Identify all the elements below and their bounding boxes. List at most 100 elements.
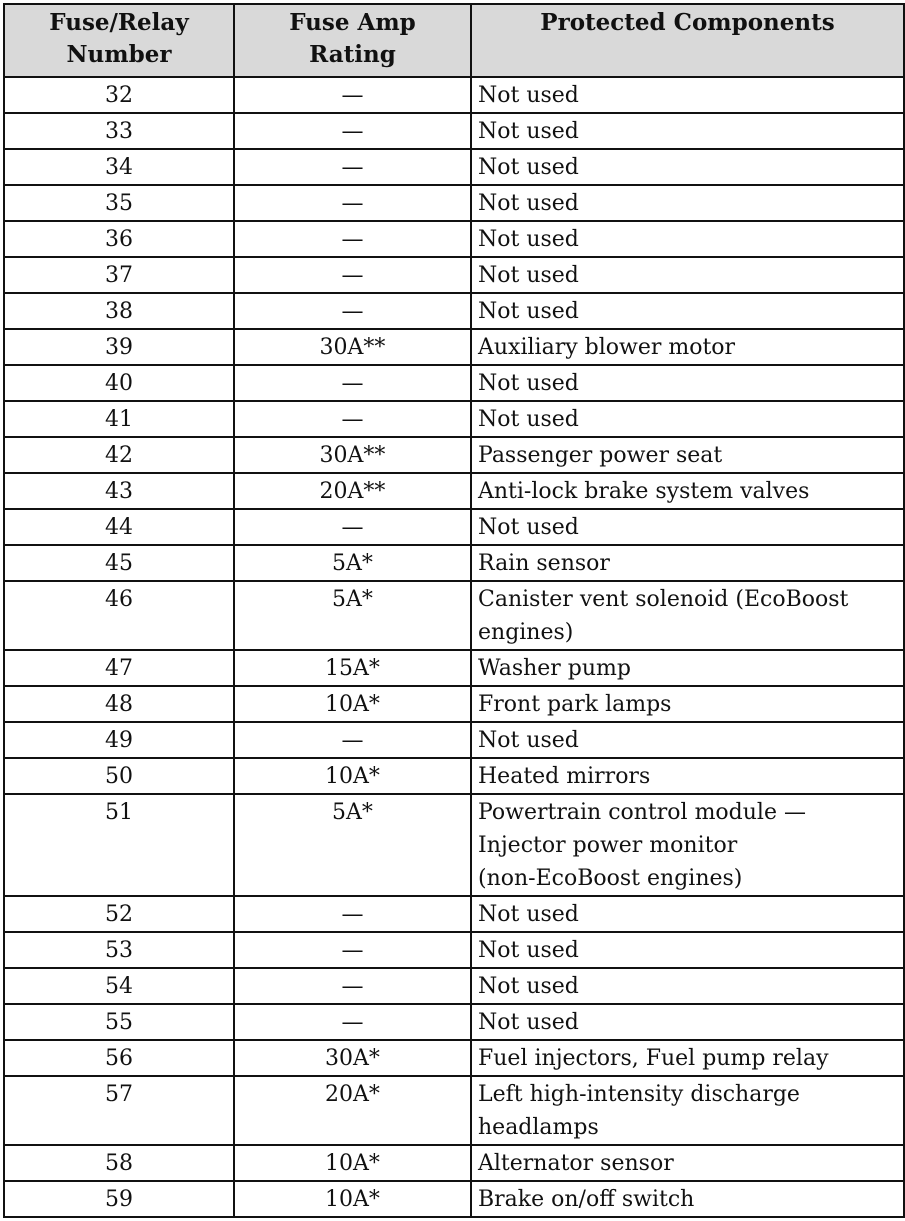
fuse-number: 54 xyxy=(3,967,235,1005)
amp-rating: — xyxy=(233,112,472,150)
table-row: 56 30A* Fuel injectors, Fuel pump relay xyxy=(3,1039,905,1077)
fuse-number: 36 xyxy=(3,220,235,258)
amp-rating: 10A* xyxy=(233,757,472,795)
amp-rating: — xyxy=(233,721,472,759)
protected-component: Not used xyxy=(470,1003,905,1041)
table-row: 46 5A* Canister vent solenoid (EcoBoost en… xyxy=(3,580,905,651)
table-row: 53— Not used xyxy=(3,931,905,969)
protected-component: Not used xyxy=(470,256,905,294)
table-row: 49— Not used xyxy=(3,721,905,759)
protected-component: Passenger power seat xyxy=(470,436,905,474)
amp-rating: 30A** xyxy=(233,436,472,474)
table-row: 43 20A** Anti-lock brake system valves xyxy=(3,472,905,510)
amp-rating: 10A* xyxy=(233,1144,472,1182)
amp-rating: 15A* xyxy=(233,649,472,687)
table-row: 37— Not used xyxy=(3,256,905,294)
fuse-number: 37 xyxy=(3,256,235,294)
protected-component: Not used xyxy=(470,364,905,402)
amp-rating: — xyxy=(233,256,472,294)
protected-component: Not used xyxy=(470,967,905,1005)
table-row: 45 5A* Rain sensor xyxy=(3,544,905,582)
header-rating: Fuse Amp Rating xyxy=(233,3,472,78)
fuse-number: 41 xyxy=(3,400,235,438)
protected-component: Canister vent solenoid (EcoBoost engines… xyxy=(470,580,905,651)
header-components: Protected Components xyxy=(470,3,905,78)
protected-component: Not used xyxy=(470,292,905,330)
fuse-number: 44 xyxy=(3,508,235,546)
fuse-number: 52 xyxy=(3,895,235,933)
table-row: 33— Not used xyxy=(3,112,905,150)
amp-rating: 10A* xyxy=(233,685,472,723)
protected-component: Auxiliary blower motor xyxy=(470,328,905,366)
fuse-number: 33 xyxy=(3,112,235,150)
protected-component: Not used xyxy=(470,400,905,438)
protected-component: Anti-lock brake system valves xyxy=(470,472,905,510)
amp-rating: — xyxy=(233,400,472,438)
amp-rating: — xyxy=(233,364,472,402)
table-row: 41— Not used xyxy=(3,400,905,438)
fuse-number: 39 xyxy=(3,328,235,366)
protected-component: Not used xyxy=(470,508,905,546)
table-row: 54— Not used xyxy=(3,967,905,1005)
fuse-number: 53 xyxy=(3,931,235,969)
fuse-number: 35 xyxy=(3,184,235,222)
protected-component: Rain sensor xyxy=(470,544,905,582)
protected-component: Not used xyxy=(470,148,905,186)
fuse-number: 55 xyxy=(3,1003,235,1041)
header-number: Fuse/Relay Number xyxy=(3,3,235,78)
amp-rating: 30A** xyxy=(233,328,472,366)
fuse-number: 58 xyxy=(3,1144,235,1182)
fuse-number: 59 xyxy=(3,1180,235,1218)
amp-rating: 20A** xyxy=(233,472,472,510)
protected-component: Brake on/off switch xyxy=(470,1180,905,1218)
amp-rating: 5A* xyxy=(233,793,472,897)
fuse-number: 47 xyxy=(3,649,235,687)
fuse-number: 32 xyxy=(3,76,235,114)
table-row: 50 10A* Heated mirrors xyxy=(3,757,905,795)
table-row: 38— Not used xyxy=(3,292,905,330)
protected-component: Not used xyxy=(470,931,905,969)
fuse-number: 34 xyxy=(3,148,235,186)
amp-rating: — xyxy=(233,1003,472,1041)
protected-component: Not used xyxy=(470,895,905,933)
protected-component: Front park lamps xyxy=(470,685,905,723)
amp-rating: — xyxy=(233,931,472,969)
amp-rating: — xyxy=(233,508,472,546)
table-row: 57 20A* Left high-intensity discharge head… xyxy=(3,1075,905,1146)
fuse-number: 51 xyxy=(3,793,235,897)
protected-component: Not used xyxy=(470,721,905,759)
header-row: Fuse/Relay Number Fuse Amp Rating Protec… xyxy=(3,3,905,78)
fuse-number: 43 xyxy=(3,472,235,510)
protected-component: Not used xyxy=(470,112,905,150)
protected-component: Not used xyxy=(470,220,905,258)
fuse-number: 40 xyxy=(3,364,235,402)
table-row: 44— Not used xyxy=(3,508,905,546)
table-row: 59 10A* Brake on/off switch xyxy=(3,1180,905,1218)
table-row: 55— Not used xyxy=(3,1003,905,1041)
table-row: 52— Not used xyxy=(3,895,905,933)
fuse-number: 56 xyxy=(3,1039,235,1077)
fuse-number: 45 xyxy=(3,544,235,582)
amp-rating: 30A* xyxy=(233,1039,472,1077)
fuse-number: 50 xyxy=(3,757,235,795)
protected-component: Heated mirrors xyxy=(470,757,905,795)
amp-rating: — xyxy=(233,292,472,330)
table-row: 34— Not used xyxy=(3,148,905,186)
protected-component: Left high-intensity discharge headlamps xyxy=(470,1075,905,1146)
fuse-number: 49 xyxy=(3,721,235,759)
fuse-number: 57 xyxy=(3,1075,235,1146)
protected-component: Not used xyxy=(470,184,905,222)
protected-component: Not used xyxy=(470,76,905,114)
protected-component: Powertrain control module — Injector pow… xyxy=(470,793,905,897)
fuse-number: 42 xyxy=(3,436,235,474)
protected-component: Alternator sensor xyxy=(470,1144,905,1182)
fuse-number: 38 xyxy=(3,292,235,330)
fuse-table: Fuse/Relay Number Fuse Amp Rating Protec… xyxy=(3,3,905,1218)
amp-rating: 5A* xyxy=(233,580,472,651)
amp-rating: — xyxy=(233,895,472,933)
amp-rating: — xyxy=(233,184,472,222)
amp-rating: 20A* xyxy=(233,1075,472,1146)
amp-rating: 5A* xyxy=(233,544,472,582)
fuse-number: 46 xyxy=(3,580,235,651)
table-row: 58 10A* Alternator sensor xyxy=(3,1144,905,1182)
